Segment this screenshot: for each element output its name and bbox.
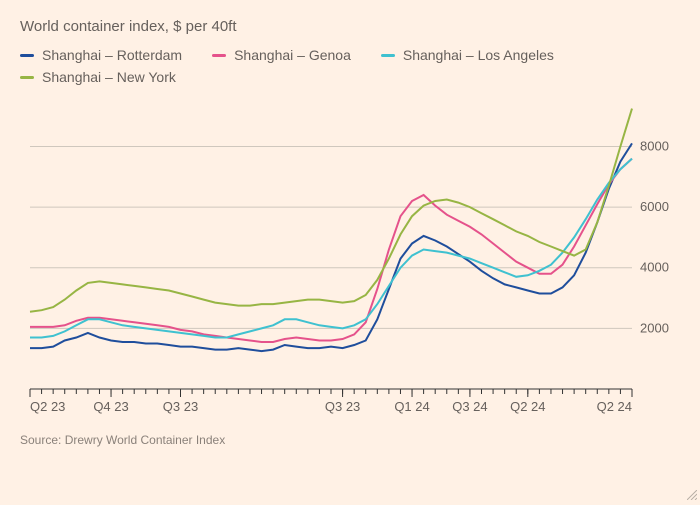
x-axis-label: Q2 24: [597, 399, 632, 414]
plot-area: 2000 4000 6000 8000 Q2 23 Q4 23 Q3 23 Q3 23 Q1 2…: [20, 95, 680, 425]
legend-item: Shanghai – Los Angeles: [381, 47, 554, 63]
legend-swatch: [20, 76, 34, 79]
chart-container: World container index, $ per 40ft Shangh…: [0, 0, 700, 500]
legend-swatch: [20, 54, 34, 57]
x-axis-label: Q2 23: [30, 399, 65, 414]
legend-item: Shanghai – Rotterdam: [20, 47, 182, 63]
legend-label: Shanghai – Los Angeles: [403, 47, 554, 63]
legend-item: Shanghai – Genoa: [212, 47, 351, 63]
x-axis-label: Q2 24: [510, 399, 545, 414]
legend-label: Shanghai – New York: [42, 69, 176, 85]
x-axis-label: Q3 23: [163, 399, 198, 414]
y-axis-label: 4000: [640, 260, 669, 275]
x-axis-label: Q3 23: [325, 399, 360, 414]
y-axis-label: 8000: [640, 138, 669, 153]
x-axis-label: Q1 24: [394, 399, 429, 414]
source-line: Source: Drewry World Container Index: [20, 433, 680, 447]
y-axis-label: 6000: [640, 199, 669, 214]
chart-svg: 2000 4000 6000 8000 Q2 23 Q4 23 Q3 23 Q3 23 Q1 2…: [20, 95, 680, 425]
x-axis-label: Q4 23: [93, 399, 128, 414]
legend-item: Shanghai – New York: [20, 69, 176, 85]
y-axis-label: 2000: [640, 320, 669, 335]
series-line: [30, 109, 632, 312]
legend: Shanghai – Rotterdam Shanghai – Genoa Shan…: [20, 47, 580, 85]
legend-label: Shanghai – Rotterdam: [42, 47, 182, 63]
series-line: [30, 159, 632, 338]
legend-label: Shanghai – Genoa: [234, 47, 351, 63]
legend-swatch: [381, 54, 395, 57]
series-line: [30, 159, 632, 342]
resize-handle-icon: [687, 487, 697, 497]
chart-subtitle: World container index, $ per 40ft: [20, 18, 680, 35]
x-axis-label: Q3 24: [452, 399, 487, 414]
legend-swatch: [212, 54, 226, 57]
